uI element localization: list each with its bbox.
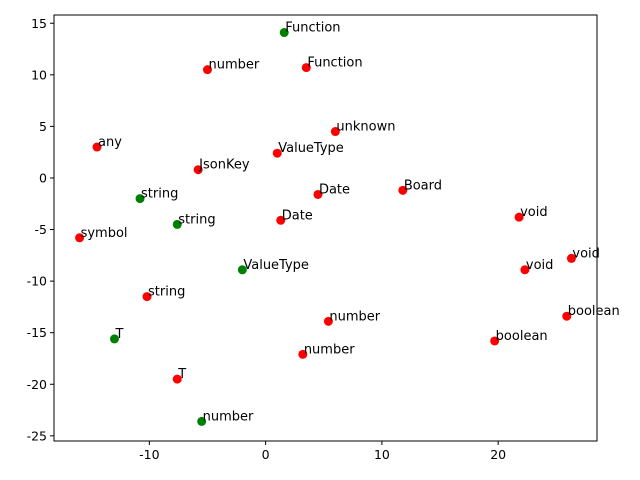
scatter-point [398,185,408,195]
scatter-point [330,127,340,137]
point-label: boolean [496,329,548,344]
scatter-point [301,63,311,73]
point-label: unknown [336,120,395,135]
y-tick-label: -20 [27,377,47,392]
point-label: string [141,187,178,202]
axes: -10 0 10 20 -25 -20 -15 -10 -5 0 5 10 15 [27,16,507,462]
scatter-point [142,292,152,302]
point-label: boolean [568,304,620,319]
point-label: void [572,246,600,261]
x-tick-label: 10 [374,447,390,462]
scatter-point [313,189,323,199]
scatter-point [109,334,119,344]
x-tick-label: -10 [139,447,159,462]
x-tick-label: 20 [490,447,506,462]
point-label: ValueType [278,141,344,156]
scatter-point [172,374,182,384]
y-tick-label: 15 [31,16,47,31]
point-label: Function [307,56,362,71]
scatter-point [172,219,182,229]
point-label: T [114,327,123,342]
scatter-point [562,311,572,321]
y-tick-label: 5 [39,119,47,134]
point-label: JsonKey [198,158,250,173]
point-label: T [177,367,186,382]
point-label: void [526,258,554,273]
point-label: number [329,309,380,324]
point-label: string [148,285,185,300]
axes-frame [53,14,598,442]
scatter-point [276,215,286,225]
point-label: void [520,205,548,220]
point-label: any [98,135,122,150]
scatter-point [520,265,530,275]
scatter-point [514,212,524,222]
point-label: number [208,58,259,73]
scatter-point [135,194,145,204]
scatter-point [298,349,308,359]
point-label: Date [282,208,313,223]
point-label: Function [285,21,340,36]
scatter-point [197,416,207,426]
scatter-point [279,28,289,38]
scatter-point [237,265,247,275]
scatter-point [566,253,576,263]
point-label: ValueType [243,258,309,273]
plot-area: Function Function number unknown any ValueTyp… [75,21,620,426]
point-label: Board [404,178,442,193]
scatter-point [323,316,333,326]
point-label: number [203,409,254,424]
point-label: number [304,342,355,357]
x-tick-label: 0 [262,447,270,462]
point-label: string [178,212,215,227]
scatter-point [272,148,282,158]
scatter-point [92,142,102,152]
scatter-point [75,233,85,243]
y-tick-label: -25 [27,428,47,443]
y-tick-label: -5 [35,222,47,237]
scatter-point [193,165,203,175]
y-tick-label: -10 [27,274,47,289]
scatter-point [202,65,212,75]
point-label: Date [319,182,350,197]
y-tick-label: -15 [27,325,47,340]
point-label: symbol [81,226,128,241]
scatter-point [490,336,500,346]
y-tick-label: 0 [39,170,47,185]
y-tick-label: 10 [31,67,47,82]
